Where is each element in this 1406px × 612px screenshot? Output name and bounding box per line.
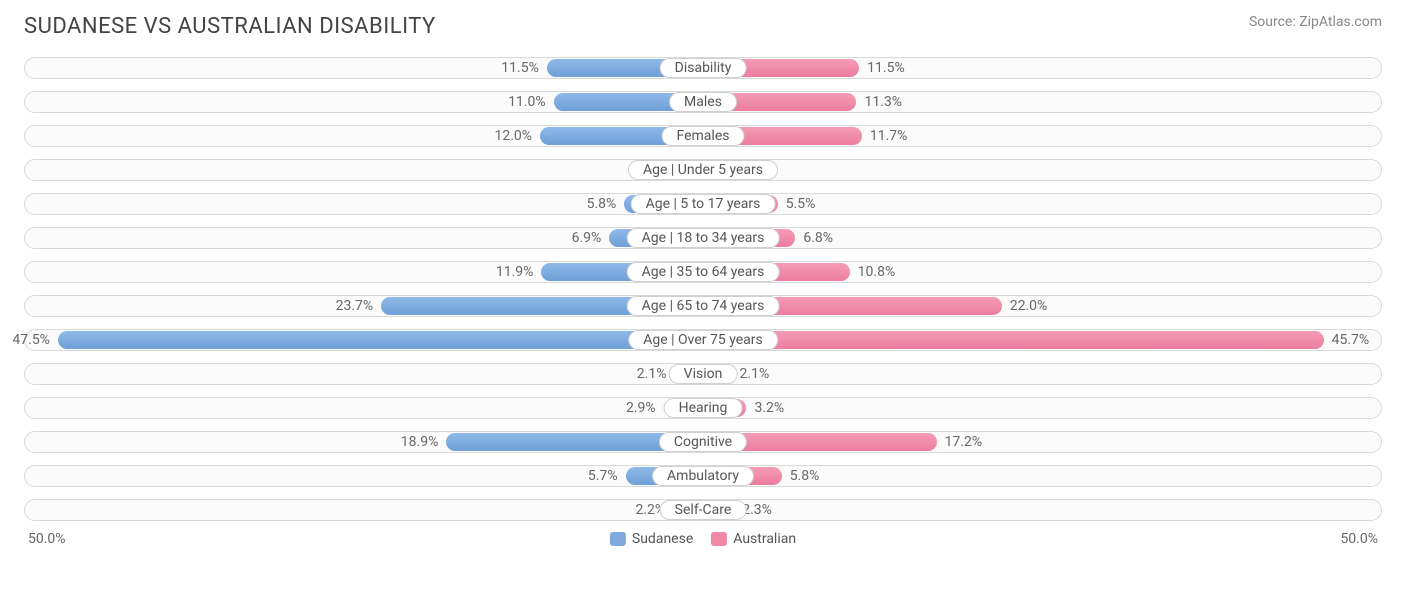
- chart-footer: 50.0% Sudanese Australian 50.0%: [24, 531, 1382, 553]
- value-right: 45.7%: [1332, 325, 1370, 355]
- bar-left: [58, 331, 703, 349]
- source-label: Source: ZipAtlas.com: [1249, 14, 1382, 30]
- value-right: 10.8%: [858, 257, 896, 287]
- value-right: 5.8%: [790, 461, 820, 491]
- diverging-bar-chart: 11.5% 11.5% Disability 11.0% 11.3% Males 12.0%…: [24, 53, 1382, 525]
- row-label: Age | 18 to 34 years: [627, 228, 780, 248]
- row-label: Males: [669, 92, 737, 112]
- chart-row: 5.7% 5.8% Ambulatory: [24, 461, 1382, 491]
- value-left: 11.5%: [501, 53, 539, 83]
- row-label: Age | 5 to 17 years: [631, 194, 776, 214]
- legend-label-right: Australian: [733, 531, 796, 547]
- row-label: Ambulatory: [652, 466, 754, 486]
- value-right: 22.0%: [1010, 291, 1048, 321]
- chart-row: 47.5%45.7%Age | Over 75 years: [24, 325, 1382, 355]
- row-label: Age | 35 to 64 years: [627, 262, 780, 282]
- chart-row: 23.7% 22.0% Age | 65 to 74 years: [24, 291, 1382, 321]
- value-right: 11.7%: [870, 121, 908, 151]
- chart-row: 18.9% 17.2% Cognitive: [24, 427, 1382, 457]
- value-left: 23.7%: [336, 291, 374, 321]
- value-right: 2.1%: [740, 359, 770, 389]
- chart-row: 2.1% 2.1%Vision: [24, 359, 1382, 389]
- chart-row: 12.0% 11.7% Females: [24, 121, 1382, 151]
- legend-label-left: Sudanese: [632, 531, 693, 547]
- header: SUDANESE VS AUSTRALIAN DISABILITY Source…: [24, 14, 1382, 39]
- value-left: 5.7%: [588, 461, 618, 491]
- row-label: Age | Under 5 years: [628, 160, 778, 180]
- row-label: Cognitive: [659, 432, 747, 452]
- value-right: 6.8%: [803, 223, 833, 253]
- row-label: Age | 65 to 74 years: [627, 296, 780, 316]
- value-right: 17.2%: [945, 427, 983, 457]
- bar-right: [703, 331, 1324, 349]
- legend-item-left: Sudanese: [610, 531, 693, 547]
- value-left: 5.8%: [587, 189, 617, 219]
- value-right: 5.5%: [786, 189, 816, 219]
- row-label: Self-Care: [660, 500, 747, 520]
- chart-row: 11.5% 11.5% Disability: [24, 53, 1382, 83]
- value-left: 11.0%: [508, 87, 546, 117]
- value-right: 11.5%: [867, 53, 905, 83]
- row-label: Hearing: [664, 398, 743, 418]
- chart-row: 6.9% 6.8% Age | 18 to 34 years: [24, 223, 1382, 253]
- chart-row: 11.0% 11.3% Males: [24, 87, 1382, 117]
- legend-swatch-left: [610, 532, 626, 546]
- value-right: 2.3%: [742, 495, 772, 525]
- value-right: 11.3%: [864, 87, 902, 117]
- row-label: Age | Over 75 years: [628, 330, 778, 350]
- axis-max-right: 50.0%: [1340, 531, 1378, 547]
- chart-row: 5.8% 5.5% Age | 5 to 17 years: [24, 189, 1382, 219]
- legend: Sudanese Australian: [610, 531, 796, 547]
- value-left: 18.9%: [401, 427, 439, 457]
- value-left: 47.5%: [12, 325, 50, 355]
- row-label: Females: [662, 126, 745, 146]
- chart-row: 11.9% 10.8% Age | 35 to 64 years: [24, 257, 1382, 287]
- legend-swatch-right: [711, 532, 727, 546]
- chart-title: SUDANESE VS AUSTRALIAN DISABILITY: [24, 14, 436, 39]
- axis-max-left: 50.0%: [28, 531, 66, 547]
- row-label: Disability: [660, 58, 747, 78]
- chart-row: 2.9% 3.2% Hearing: [24, 393, 1382, 423]
- value-left: 12.0%: [494, 121, 532, 151]
- legend-item-right: Australian: [711, 531, 796, 547]
- chart-row: 2.2%2.3%Self-Care: [24, 495, 1382, 525]
- value-left: 11.9%: [496, 257, 534, 287]
- value-left: 6.9%: [572, 223, 602, 253]
- value-left: 2.1%: [637, 359, 667, 389]
- chart-row: 1.1%1.4%Age | Under 5 years: [24, 155, 1382, 185]
- value-right: 3.2%: [754, 393, 784, 423]
- value-left: 2.9%: [626, 393, 656, 423]
- row-label: Vision: [669, 364, 738, 384]
